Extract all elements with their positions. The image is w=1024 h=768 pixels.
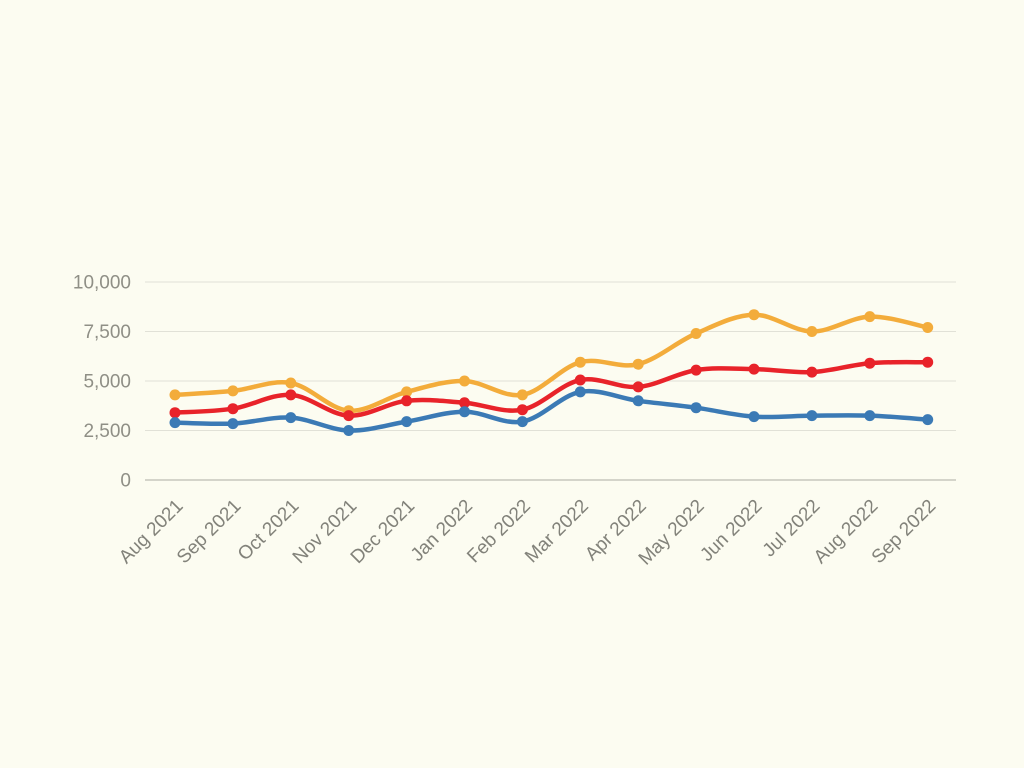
data-point-series-red[interactable] bbox=[864, 357, 876, 369]
data-point-series-blue[interactable] bbox=[169, 417, 181, 429]
series-line-series-blue bbox=[172, 388, 930, 433]
y-axis-tick-label: 2,500 bbox=[83, 421, 131, 442]
data-point-series-blue[interactable] bbox=[690, 402, 702, 414]
x-axis-tick-label: Sep 2021 bbox=[173, 496, 245, 568]
data-point-series-blue[interactable] bbox=[227, 418, 239, 430]
data-point-series-red[interactable] bbox=[459, 397, 470, 409]
data-point-series-red[interactable] bbox=[806, 366, 818, 378]
y-axis-tick-label: 0 bbox=[120, 471, 131, 492]
data-point-series-blue[interactable] bbox=[748, 411, 760, 423]
data-point-series-blue[interactable] bbox=[343, 425, 355, 436]
data-point-series-yellow[interactable] bbox=[922, 322, 934, 333]
data-point-series-blue[interactable] bbox=[632, 395, 644, 407]
data-point-series-blue[interactable] bbox=[922, 414, 934, 426]
data-point-series-blue[interactable] bbox=[285, 412, 297, 424]
data-point-series-yellow[interactable] bbox=[227, 385, 239, 397]
data-point-series-blue[interactable] bbox=[806, 410, 818, 422]
data-point-series-blue[interactable] bbox=[864, 410, 876, 422]
data-point-series-yellow[interactable] bbox=[864, 311, 876, 323]
data-point-series-yellow[interactable] bbox=[169, 389, 181, 401]
data-point-series-yellow[interactable] bbox=[401, 386, 413, 398]
data-point-series-yellow[interactable] bbox=[690, 328, 702, 339]
series-line-series-yellow bbox=[172, 312, 930, 413]
y-axis-tick-label: 5,000 bbox=[83, 372, 131, 393]
data-point-series-red[interactable] bbox=[285, 389, 297, 401]
data-point-series-red[interactable] bbox=[690, 364, 702, 376]
x-axis-tick-label: Mar 2022 bbox=[521, 496, 593, 568]
data-point-series-yellow[interactable] bbox=[285, 377, 297, 389]
data-point-series-red[interactable] bbox=[516, 404, 528, 416]
data-point-series-yellow[interactable] bbox=[516, 389, 528, 401]
data-point-series-yellow[interactable] bbox=[748, 309, 760, 321]
y-axis-tick-label: 10,000 bbox=[73, 273, 131, 294]
data-point-series-red[interactable] bbox=[227, 403, 239, 415]
data-point-series-yellow[interactable] bbox=[632, 358, 644, 370]
data-point-series-red[interactable] bbox=[169, 407, 181, 419]
data-point-series-blue[interactable] bbox=[401, 416, 413, 428]
data-point-series-yellow[interactable] bbox=[459, 375, 470, 387]
data-point-series-blue[interactable] bbox=[516, 416, 528, 428]
data-point-series-yellow[interactable] bbox=[574, 356, 586, 368]
data-point-series-red[interactable] bbox=[401, 395, 413, 407]
x-axis-tick-label: Dec 2021 bbox=[347, 496, 419, 568]
data-point-series-red[interactable] bbox=[632, 381, 644, 393]
data-point-series-red[interactable] bbox=[922, 356, 934, 368]
data-point-series-blue[interactable] bbox=[459, 406, 470, 418]
data-point-series-blue[interactable] bbox=[574, 386, 586, 398]
x-axis-tick-label: Jun 2022 bbox=[696, 496, 766, 566]
data-point-series-red[interactable] bbox=[343, 410, 355, 422]
data-point-series-yellow[interactable] bbox=[806, 326, 818, 337]
x-axis-tick-label: Sep 2022 bbox=[868, 496, 940, 568]
data-point-series-red[interactable] bbox=[748, 363, 760, 375]
y-axis-tick-label: 7,500 bbox=[83, 322, 131, 343]
data-point-series-red[interactable] bbox=[574, 374, 586, 386]
series-line-series-red bbox=[172, 359, 930, 418]
